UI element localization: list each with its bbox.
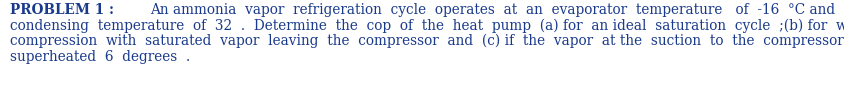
Text: condensing  temperature  of  32  .  Determine  the  cop  of  the  heat  pump  (a: condensing temperature of 32 . Determine… xyxy=(10,18,844,33)
Text: superheated  6  degrees  .: superheated 6 degrees . xyxy=(10,50,190,64)
Text: PROBLEM 1 :: PROBLEM 1 : xyxy=(10,3,119,17)
Text: An ammonia  vapor  refrigeration  cycle  operates  at  an  evaporator  temperatu: An ammonia vapor refrigeration cycle ope… xyxy=(150,3,844,17)
Text: compression  with  saturated  vapor  leaving  the  compressor  and  (c) if  the : compression with saturated vapor leaving… xyxy=(10,34,844,49)
